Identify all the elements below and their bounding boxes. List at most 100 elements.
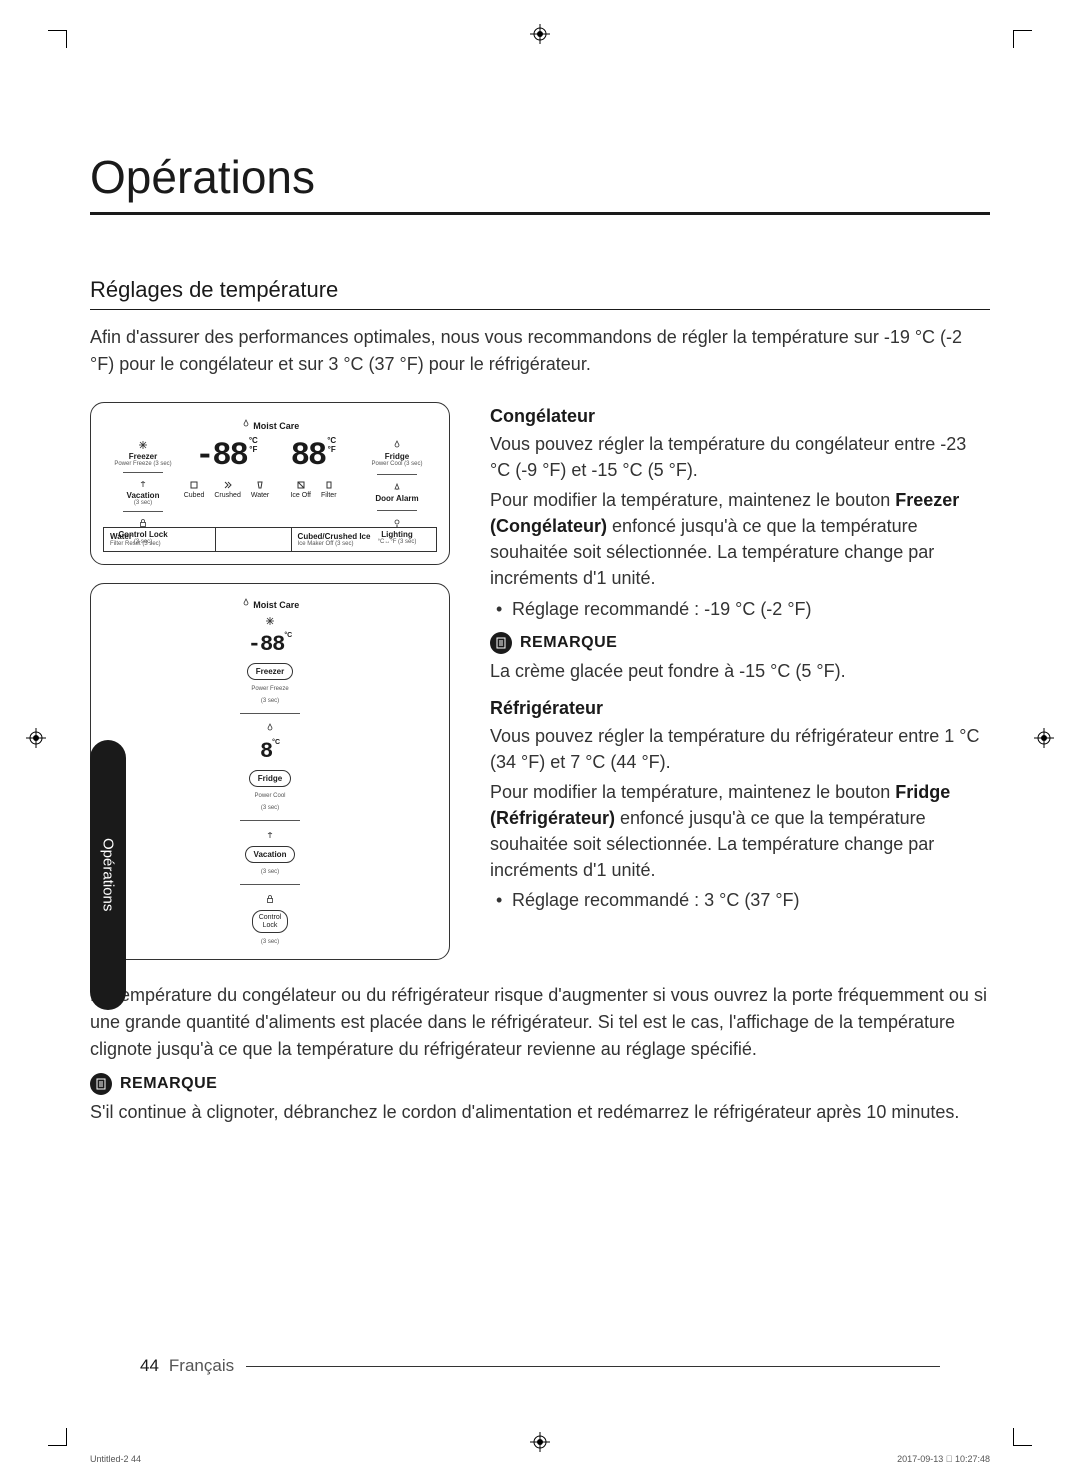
panel1-body: FreezerPower Freeze (3 sec) Vacation(3 s… (103, 437, 437, 517)
remark-row: REMARQUE (490, 632, 990, 654)
page-title: Opérations (90, 150, 990, 215)
panel1-footer: WaterFilter Reset (3 sec) Cubed/Crushed … (103, 527, 437, 552)
iceoff-icon (296, 480, 306, 490)
p2-temp2: 8 (260, 739, 272, 764)
unit-c: °C (272, 739, 280, 746)
fridge-p2: Pour modifier la température, maintenez … (490, 779, 990, 883)
alarm-icon (392, 482, 402, 492)
panel2-header: Moist Care (253, 600, 299, 610)
fridge-bullet: Réglage recommandé : 3 °C (37 °F) (490, 887, 990, 913)
lock-button: ControlLock (252, 910, 289, 933)
freezer-heading: Congélateur (490, 406, 990, 427)
fridge-heading: Réfrigérateur (490, 698, 990, 719)
freezer-p1: Vous pouvez régler la température du con… (490, 431, 990, 483)
footer-line (246, 1366, 940, 1367)
freezer-label: Freezer (103, 452, 183, 461)
vacation-sub: (3 sec) (103, 500, 183, 506)
footer-right: Cubed/Crushed Ice (298, 532, 430, 541)
vacation-icon (138, 479, 148, 489)
page-content: Opérations Réglages de température Afin … (90, 60, 990, 1416)
bottom-note: S'il continue à clignoter, débranchez le… (90, 1099, 990, 1125)
p2-sub: (3 sec) (261, 698, 279, 704)
icon-label: Filter (321, 492, 337, 499)
icon-label: Water (251, 492, 269, 499)
crop-mark (1014, 30, 1032, 31)
panel-header: Moist Care (103, 419, 437, 431)
drop-icon (241, 419, 251, 429)
footer-left-sub: Filter Reset (3 sec) (110, 541, 209, 547)
crop-mark (1014, 1445, 1032, 1446)
icon-label: Cubed (184, 492, 205, 499)
note-icon (90, 1073, 112, 1095)
lock-icon (265, 894, 275, 904)
drop-icon (265, 723, 275, 733)
vacation-label: Vacation (103, 491, 183, 500)
cubed-icon (189, 480, 199, 490)
meta-right: 2017-09-13 󰀀 10:27:48 (897, 1454, 990, 1464)
crop-mark (66, 30, 67, 48)
water-icon (255, 480, 265, 490)
note-icon (490, 632, 512, 654)
lock-icon (138, 518, 148, 528)
registration-mark-icon (1034, 728, 1054, 748)
fridge-button: Fridge (249, 770, 291, 787)
freezer-note: La crème glacée peut fondre à -15 °C (5 … (490, 658, 990, 684)
fridge-sub: Power Cool (3 sec) (357, 461, 437, 467)
footer-right-sub: Ice Maker Off (3 sec) (298, 541, 430, 547)
remark-label: REMARQUE (120, 1075, 217, 1093)
temp-left: -88 (195, 437, 247, 474)
vacation-icon (265, 830, 275, 840)
registration-mark-icon (530, 24, 550, 44)
p2-sub: (3 sec) (261, 805, 279, 811)
p2-sub: Power Cool (254, 793, 285, 799)
crop-mark (66, 1428, 67, 1446)
vacation-button: Vacation (245, 846, 296, 863)
p2-sub: Power Freeze (251, 686, 288, 692)
text: Pour modifier la température, maintenez … (490, 490, 895, 510)
freezer-button: Freezer (247, 663, 293, 680)
crop-mark (48, 1445, 66, 1446)
control-panel-tall: Moist Care -88°C Freezer Power Freeze (3… (90, 583, 450, 960)
registration-mark-icon (26, 728, 46, 748)
freezer-bullet: Réglage recommandé : -19 °C (-2 °F) (490, 596, 990, 622)
panel-header-label: Moist Care (253, 421, 299, 431)
registration-mark-icon (530, 1432, 550, 1452)
snowflake-icon (265, 616, 275, 626)
snowflake-icon (138, 440, 148, 450)
p2-sub: (3 sec) (261, 869, 279, 875)
icon-label: Crushed (214, 492, 240, 499)
section-title: Réglages de température (90, 277, 990, 310)
alarm-label: Door Alarm (357, 494, 437, 503)
crop-mark (48, 30, 66, 31)
drop-icon (241, 598, 251, 608)
unit-c: °C (284, 632, 292, 639)
light-icon (392, 518, 402, 528)
temp-right: 88 (291, 437, 325, 474)
footer-mid (216, 528, 290, 551)
p2-sub: (3 sec) (261, 939, 279, 945)
bottom-paragraph: La température du congélateur ou du réfr… (90, 982, 990, 1063)
main-row: Moist Care FreezerPower Freeze (3 sec) V… (90, 402, 990, 960)
filter-icon (324, 480, 334, 490)
text-column: Congélateur Vous pouvez régler la tempér… (490, 402, 990, 960)
fridge-p1: Vous pouvez régler la température du réf… (490, 723, 990, 775)
dispenser-icons: Cubed Crushed Water (183, 480, 270, 499)
meta-left: Untitled-2 44 (90, 1454, 141, 1464)
control-panel-wide: Moist Care FreezerPower Freeze (3 sec) V… (90, 402, 450, 565)
unit-f: °F (327, 446, 336, 455)
freezer-p2: Pour modifier la température, maintenez … (490, 487, 990, 591)
freezer-sub: Power Freeze (3 sec) (103, 461, 183, 467)
p2-temp1: -88 (248, 632, 285, 657)
page-footer: 44 Français (140, 1356, 940, 1376)
crushed-icon (223, 480, 233, 490)
panel-column: Moist Care FreezerPower Freeze (3 sec) V… (90, 402, 450, 960)
crop-mark (1013, 30, 1014, 48)
icon-label: Ice Off (290, 492, 311, 499)
page-lang: Français (169, 1356, 234, 1376)
intro-paragraph: Afin d'assurer des performances optimale… (90, 324, 990, 378)
dispenser-icons-2: Ice Off Filter (270, 480, 357, 499)
footer-left: Water (110, 532, 209, 541)
crop-mark (1013, 1428, 1014, 1446)
remark-label: REMARQUE (520, 634, 617, 652)
drop-icon (392, 440, 402, 450)
